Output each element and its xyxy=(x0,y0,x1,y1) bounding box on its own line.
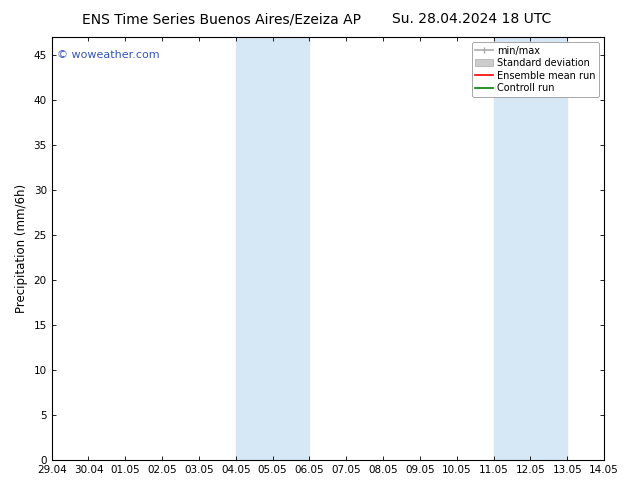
Text: © woweather.com: © woweather.com xyxy=(57,50,160,60)
Text: ENS Time Series Buenos Aires/Ezeiza AP: ENS Time Series Buenos Aires/Ezeiza AP xyxy=(82,12,361,26)
Bar xyxy=(494,37,567,460)
Text: Su. 28.04.2024 18 UTC: Su. 28.04.2024 18 UTC xyxy=(392,12,552,26)
Legend: min/max, Standard deviation, Ensemble mean run, Controll run: min/max, Standard deviation, Ensemble me… xyxy=(472,42,599,97)
Y-axis label: Precipitation (mm/6h): Precipitation (mm/6h) xyxy=(15,184,28,313)
Bar xyxy=(236,37,309,460)
